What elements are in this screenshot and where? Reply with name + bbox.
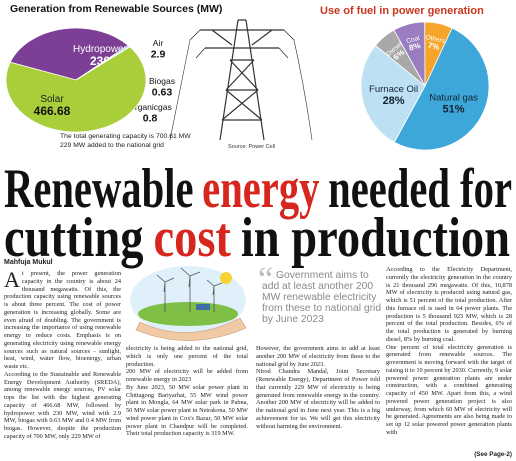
quote-mark: “ [258, 261, 273, 298]
slice-value: 0.63 [152, 87, 173, 99]
headline-word: needed for [328, 158, 512, 220]
pie-slice [9, 27, 129, 81]
paragraph: According to the Electricity Department,… [386, 266, 512, 343]
slice-value: 8% [408, 41, 421, 53]
pie-slice [360, 44, 426, 143]
paragraph: By June 2023, 50 MW solar power plant in… [126, 383, 248, 438]
slice-value: 28% [383, 95, 405, 107]
info-note: 229 MW added to the national grid [60, 142, 164, 149]
slice-value: 51% [443, 103, 465, 115]
slice-value: 7% [427, 41, 440, 52]
slice-label: Coal [406, 35, 421, 45]
pie-title: Use of fuel in power generation [320, 5, 484, 17]
pie-slice [5, 46, 147, 133]
text-column: At present, the power generation capacit… [4, 270, 121, 461]
slice-label: Biogas [149, 76, 175, 86]
slice-label: Furnace Oil [369, 84, 418, 95]
paragraph: electricity is being added to the nation… [126, 345, 248, 368]
slice-label: Organicgas [128, 102, 171, 112]
headline-word: in production [241, 207, 510, 269]
slice-label: Hydropower [73, 44, 128, 55]
info-note: The total generating capacity is 700.61 … [60, 133, 191, 140]
pull-quote: Government aims to add at least another … [262, 270, 382, 325]
paragraph: At present, the power generation capacit… [4, 270, 121, 370]
slice-label: Others [425, 34, 446, 45]
paragraph: According to the Sustainable and Renewab… [4, 370, 121, 440]
paragraph: However, the government aims to add at l… [256, 345, 380, 368]
slice-label: Natural gas [429, 92, 478, 103]
text-column: electricity is being added to the nation… [126, 345, 248, 461]
hand-illustration [130, 266, 247, 341]
byline: Mahfuja Mukul [4, 259, 53, 266]
slice-value: 466.68 [34, 104, 71, 118]
pie-slice [393, 27, 490, 151]
headline-word: cutting [4, 207, 143, 269]
headline: cuttingcostin production [4, 207, 510, 269]
text-column: According to the Electricity Department,… [386, 266, 512, 461]
slice-value: 0.8 [143, 113, 158, 125]
paragraph: Nirod Chandra Mandal, Joint Secretary (R… [256, 368, 380, 430]
pie-title: Generation from Renewable Sources (MW) [10, 3, 222, 15]
text-column: However, the government aims to add at l… [256, 345, 380, 461]
paragraph: One percent of total electricity generat… [386, 343, 512, 436]
continuation: (See Page-2) [474, 451, 512, 458]
pylon-illustration [169, 19, 313, 141]
slice-label: Air [153, 38, 164, 48]
headline-word: energy [202, 158, 319, 220]
paragraph: 200 MW of electricity will be added from… [126, 368, 248, 383]
headline-word: cost [153, 207, 231, 269]
headline: Renewableenergyneeded for [4, 158, 512, 220]
pie-slice [424, 21, 453, 87]
source-note: Source: Power Cell [228, 144, 275, 150]
slice-value: 2.9 [151, 49, 166, 61]
slice-label: Solar [40, 94, 64, 105]
headline-word: Renewable [4, 158, 193, 220]
